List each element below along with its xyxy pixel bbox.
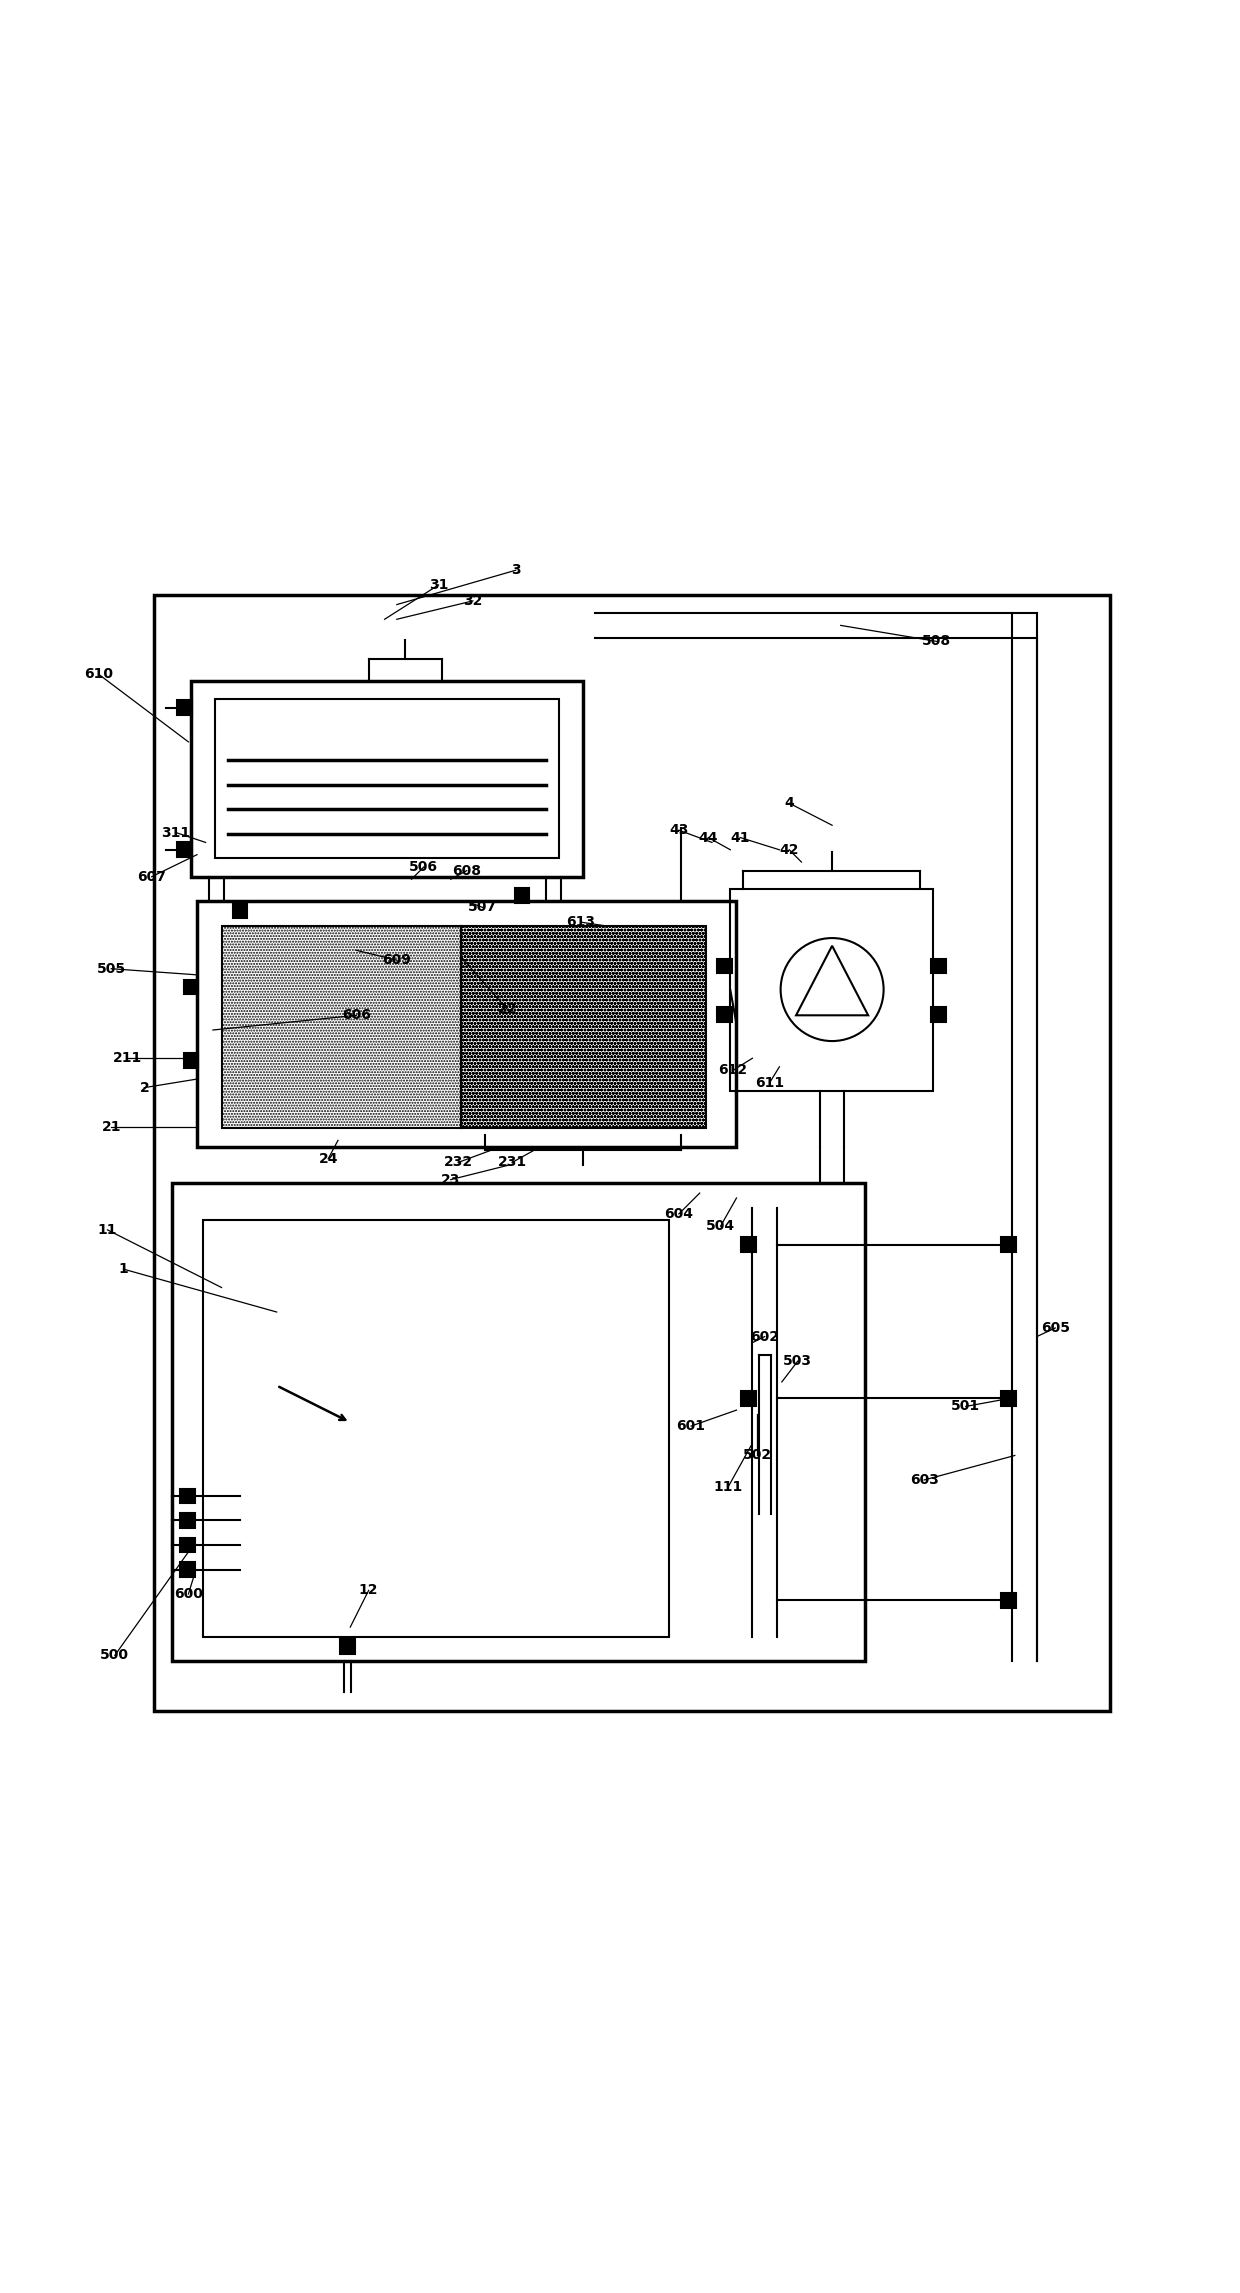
Bar — [515, 887, 529, 903]
Text: 604: 604 — [665, 1206, 693, 1220]
Text: 24: 24 — [319, 1151, 339, 1165]
Text: 23: 23 — [441, 1172, 460, 1185]
Text: 12: 12 — [358, 1584, 378, 1598]
Text: 21: 21 — [102, 1119, 122, 1133]
Bar — [233, 903, 247, 919]
Bar — [191, 681, 583, 876]
Text: 311: 311 — [161, 825, 191, 839]
Text: 500: 500 — [100, 1649, 129, 1662]
Text: 32: 32 — [464, 594, 482, 608]
Text: 600: 600 — [174, 1587, 203, 1601]
Bar — [216, 699, 559, 858]
Bar — [184, 1052, 198, 1069]
Text: 610: 610 — [84, 667, 113, 681]
Bar — [1002, 1594, 1016, 1607]
Text: 503: 503 — [784, 1355, 812, 1369]
Text: 508: 508 — [921, 635, 951, 649]
Text: 609: 609 — [382, 954, 412, 968]
Text: 211: 211 — [113, 1050, 141, 1066]
Text: 1: 1 — [119, 1261, 128, 1277]
Text: 502: 502 — [743, 1449, 771, 1463]
Bar — [341, 1639, 355, 1653]
Bar — [154, 594, 1111, 1711]
Text: 607: 607 — [138, 869, 166, 883]
Polygon shape — [796, 945, 868, 1016]
Bar — [177, 842, 192, 858]
Text: 43: 43 — [670, 823, 688, 837]
Bar — [177, 699, 192, 715]
Text: 232: 232 — [444, 1156, 472, 1169]
Text: 31: 31 — [429, 578, 448, 592]
Text: 111: 111 — [713, 1481, 743, 1495]
Text: 44: 44 — [698, 830, 718, 844]
Bar — [180, 1513, 195, 1527]
Text: 603: 603 — [910, 1472, 939, 1486]
Bar — [717, 958, 732, 972]
Text: 506: 506 — [409, 860, 438, 874]
Text: 42: 42 — [780, 844, 799, 858]
Bar — [931, 958, 946, 972]
Text: 11: 11 — [98, 1222, 118, 1236]
Text: 613: 613 — [567, 915, 595, 929]
Text: 3: 3 — [511, 564, 521, 578]
Text: 608: 608 — [453, 864, 481, 878]
Text: 602: 602 — [750, 1330, 779, 1344]
Text: 605: 605 — [1040, 1321, 1070, 1335]
Bar — [203, 1220, 670, 1637]
Text: 231: 231 — [497, 1156, 527, 1169]
Bar — [742, 1238, 756, 1252]
Bar — [180, 1539, 195, 1552]
Text: 504: 504 — [706, 1220, 735, 1234]
Bar — [180, 1562, 195, 1578]
Bar — [184, 979, 198, 995]
Bar — [1002, 1392, 1016, 1406]
Bar — [742, 1392, 756, 1406]
Bar — [197, 901, 737, 1146]
Text: 501: 501 — [951, 1399, 981, 1412]
Bar — [460, 926, 706, 1128]
Text: 612: 612 — [718, 1064, 748, 1078]
Text: 507: 507 — [469, 901, 497, 915]
Circle shape — [781, 938, 884, 1041]
Text: 601: 601 — [677, 1419, 706, 1433]
Bar — [1002, 1238, 1016, 1252]
Text: 41: 41 — [730, 830, 750, 844]
Text: 4: 4 — [785, 796, 794, 809]
Bar — [222, 926, 460, 1128]
Text: 22: 22 — [497, 1002, 517, 1016]
Bar — [180, 1488, 195, 1504]
Text: 606: 606 — [342, 1009, 371, 1023]
Bar — [172, 1183, 866, 1662]
Text: 2: 2 — [139, 1080, 149, 1094]
Text: 505: 505 — [97, 961, 125, 977]
Bar — [730, 890, 932, 1091]
Bar — [717, 1007, 732, 1023]
Text: 611: 611 — [755, 1075, 784, 1089]
Bar — [931, 1007, 946, 1023]
